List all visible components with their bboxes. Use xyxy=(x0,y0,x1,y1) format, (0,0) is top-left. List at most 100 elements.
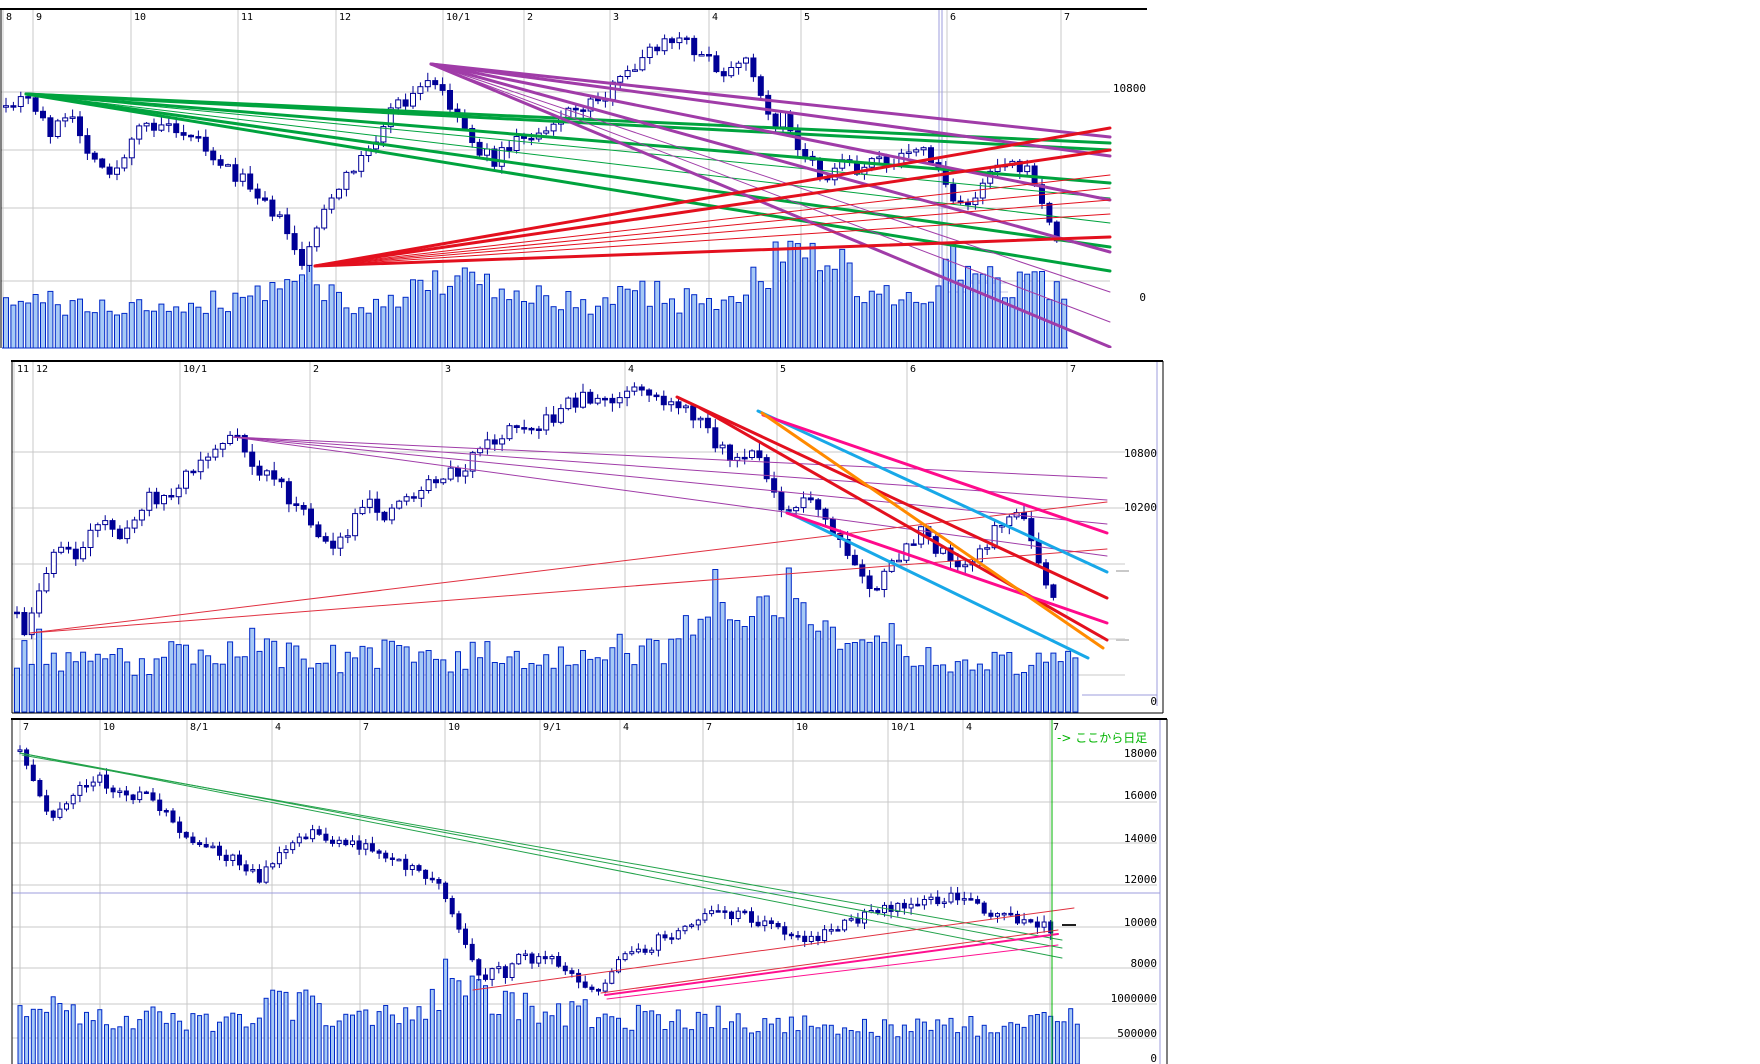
candle-body xyxy=(1001,912,1007,916)
volume-bar xyxy=(543,295,550,349)
candle-body xyxy=(410,496,417,499)
candle-body xyxy=(491,439,498,445)
candle-body xyxy=(128,138,135,159)
volume-bar xyxy=(669,1021,675,1064)
volume-bar xyxy=(91,312,98,349)
candle-body xyxy=(323,833,329,841)
candle-body xyxy=(984,547,991,550)
x-tick-label: 7 xyxy=(706,722,712,733)
candle-body xyxy=(380,126,387,143)
cyan-trendline xyxy=(785,510,1090,660)
purple-trendline xyxy=(430,63,1111,293)
green-trendline xyxy=(24,92,1112,185)
candle-body xyxy=(675,401,682,409)
candle-body xyxy=(569,970,575,974)
volume-bar xyxy=(403,1007,409,1064)
candle-body xyxy=(722,910,728,913)
volume-bar xyxy=(188,302,194,349)
candle-body xyxy=(21,612,28,636)
volume-bar xyxy=(369,1024,375,1064)
volume-bar xyxy=(1015,1023,1020,1064)
candle-body xyxy=(536,956,542,964)
candle-body xyxy=(84,135,91,154)
volume-bar xyxy=(712,569,719,713)
candle-body xyxy=(675,930,681,940)
volume-bar xyxy=(522,992,528,1064)
volume-bar xyxy=(706,298,712,349)
volume-bar xyxy=(1061,1021,1067,1064)
candle-body xyxy=(802,149,809,157)
volume-bar xyxy=(785,567,792,713)
candle-body xyxy=(447,467,454,480)
volume-bar xyxy=(831,268,838,349)
x-tick-label: 10/1 xyxy=(446,12,470,23)
volume-bar xyxy=(529,1005,535,1064)
candle-body xyxy=(343,171,350,190)
volume-bar xyxy=(247,295,254,349)
volume-bar xyxy=(824,265,831,349)
candle-body xyxy=(762,920,768,927)
volume-bar xyxy=(829,626,836,713)
volume-bar xyxy=(123,1015,129,1064)
volume-bar xyxy=(77,298,83,349)
volume-bar xyxy=(683,288,690,349)
candle-body xyxy=(609,397,616,404)
candle-body xyxy=(835,929,841,932)
volume-bar xyxy=(787,240,794,349)
volume-bar xyxy=(43,663,50,713)
candle-body xyxy=(961,898,967,901)
volume-bar xyxy=(58,670,65,713)
candle-body xyxy=(210,150,217,161)
candle-body xyxy=(173,123,180,134)
volume-bar xyxy=(276,990,282,1064)
x-tick-label: 10 xyxy=(448,722,460,733)
volume-bar xyxy=(915,1018,921,1064)
x-tick-label: 10 xyxy=(796,722,808,733)
y-tick-label: 8000 xyxy=(1131,957,1158,970)
thin_pink-trendline xyxy=(604,933,1059,996)
volume-bar xyxy=(202,312,209,349)
candle-body xyxy=(602,982,608,992)
volume-bar xyxy=(380,306,387,349)
daily-chart-middle: 11 12 10/1 2 3 4 5 6 7 10800 10200 0 xyxy=(11,360,1164,714)
volume-bar xyxy=(782,1032,788,1064)
volume-bar xyxy=(403,646,410,713)
volume-bar xyxy=(296,992,302,1064)
candle-body xyxy=(330,540,337,549)
candle-body xyxy=(908,903,914,909)
volume-bar xyxy=(1013,673,1020,713)
candle-body xyxy=(807,497,814,501)
volume-bar xyxy=(237,1014,242,1064)
x-tick-label: 6 xyxy=(950,12,956,23)
candle-body xyxy=(772,113,779,128)
volume-bar xyxy=(484,273,490,349)
candle-body xyxy=(729,911,734,919)
volume-bar xyxy=(839,248,846,349)
volume-bar xyxy=(1061,298,1068,349)
candle-body xyxy=(881,570,888,590)
candle-body xyxy=(330,839,335,844)
candle-body xyxy=(822,508,829,520)
candle-body xyxy=(284,214,291,235)
thin_green-trendline xyxy=(21,754,1063,941)
candle-body xyxy=(782,926,788,935)
candle-body xyxy=(28,612,35,636)
candle-body xyxy=(655,934,661,951)
thin_red-trendline xyxy=(29,548,1108,634)
candle-body xyxy=(896,559,902,563)
candle-body xyxy=(50,551,57,574)
volume-bar xyxy=(436,1010,442,1064)
volume-bar xyxy=(572,664,579,713)
candle-body xyxy=(719,444,726,449)
candle-body xyxy=(197,842,203,845)
candle-body xyxy=(921,899,927,906)
candle-body xyxy=(94,524,101,531)
x-tick-label: 7 xyxy=(1064,12,1070,23)
volume-bar xyxy=(898,299,905,349)
volume-bar xyxy=(168,641,175,713)
x-tick-label: 11 xyxy=(17,364,29,375)
volume-bar xyxy=(727,619,733,713)
volume-bar xyxy=(807,624,814,713)
